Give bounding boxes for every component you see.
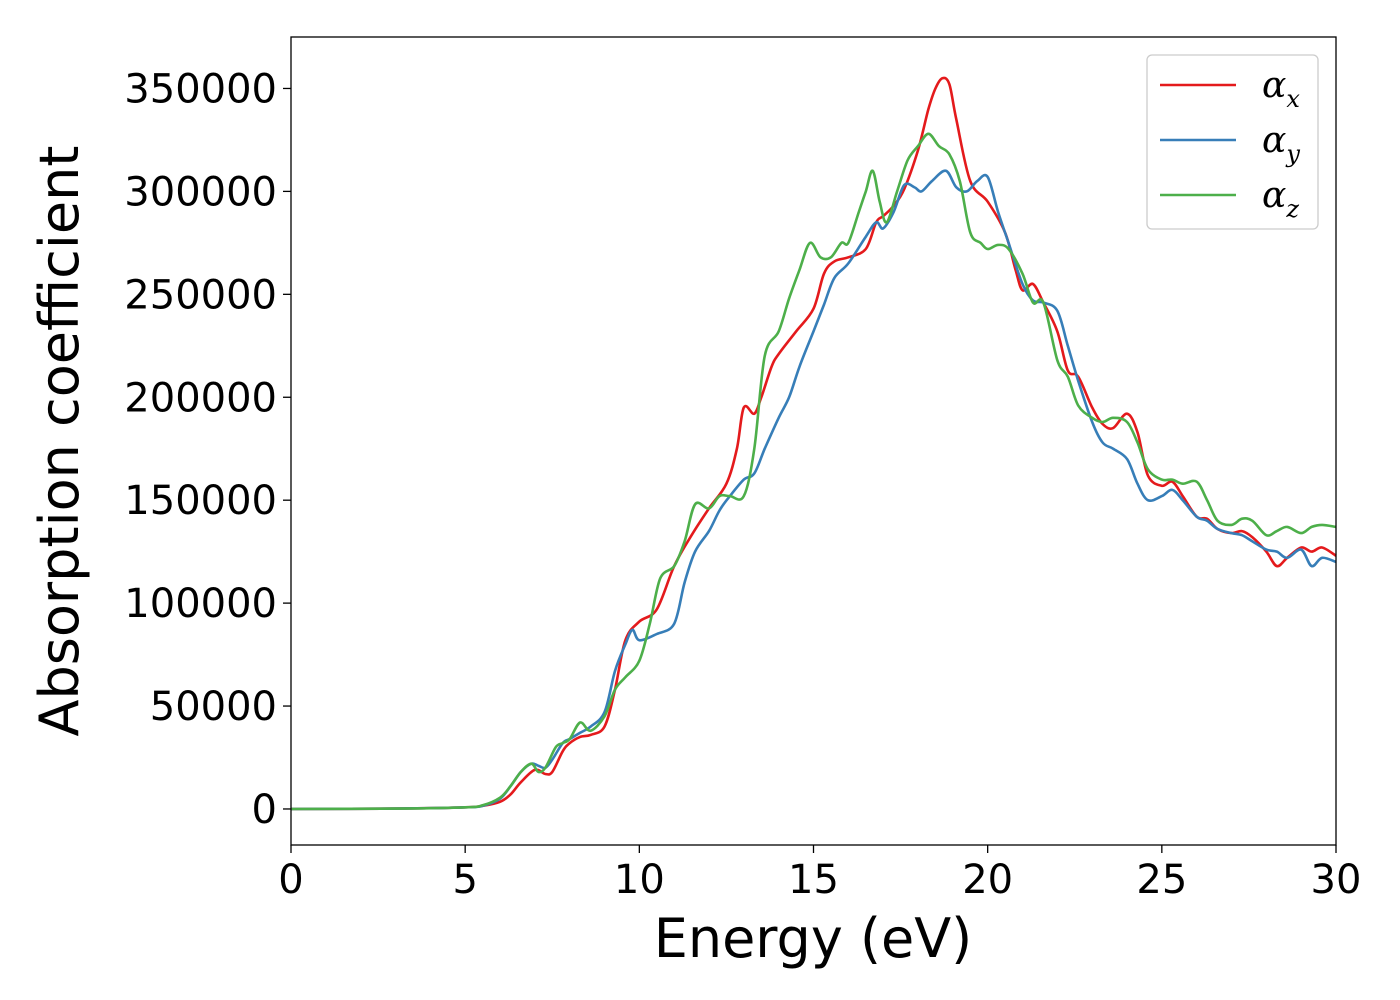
series-layer <box>290 76 1337 811</box>
y-axis: 0 50000 100000 150000 200000 250000 300000 3500… <box>124 66 291 833</box>
legend-box <box>1146 54 1319 230</box>
series-line-x <box>290 76 1337 811</box>
x-tick-label: 15 <box>788 857 839 903</box>
y-tick-label: 50000 <box>150 684 277 730</box>
y-tick-label: 250000 <box>124 272 277 318</box>
x-tick-label: 5 <box>452 857 477 903</box>
y-axis-title: Absorption coefficient <box>28 146 91 737</box>
x-axis-title: Energy (eV) <box>654 907 973 970</box>
x-tick-label: 0 <box>278 857 303 903</box>
series-line-y <box>290 169 1337 811</box>
legend-label-z: αz <box>1262 175 1299 223</box>
x-tick-label: 25 <box>1136 857 1187 903</box>
y-tick-label: 300000 <box>124 169 277 215</box>
legend-label-y: αy <box>1262 120 1300 168</box>
x-axis: 0 5 10 15 20 25 30 <box>278 845 1361 903</box>
x-tick-label: 20 <box>962 857 1013 903</box>
x-tick-label: 10 <box>614 857 665 903</box>
x-tick-label: 30 <box>1311 857 1362 903</box>
y-tick-label: 350000 <box>124 66 277 112</box>
series-line-z <box>290 132 1337 811</box>
legend-label-x: αx <box>1262 65 1300 113</box>
y-tick-label: 100000 <box>124 581 277 627</box>
y-tick-label: 200000 <box>124 375 277 421</box>
y-tick-label: 150000 <box>124 478 277 524</box>
legend: αx αy αz <box>1146 54 1319 230</box>
y-tick-label: 0 <box>252 787 277 833</box>
